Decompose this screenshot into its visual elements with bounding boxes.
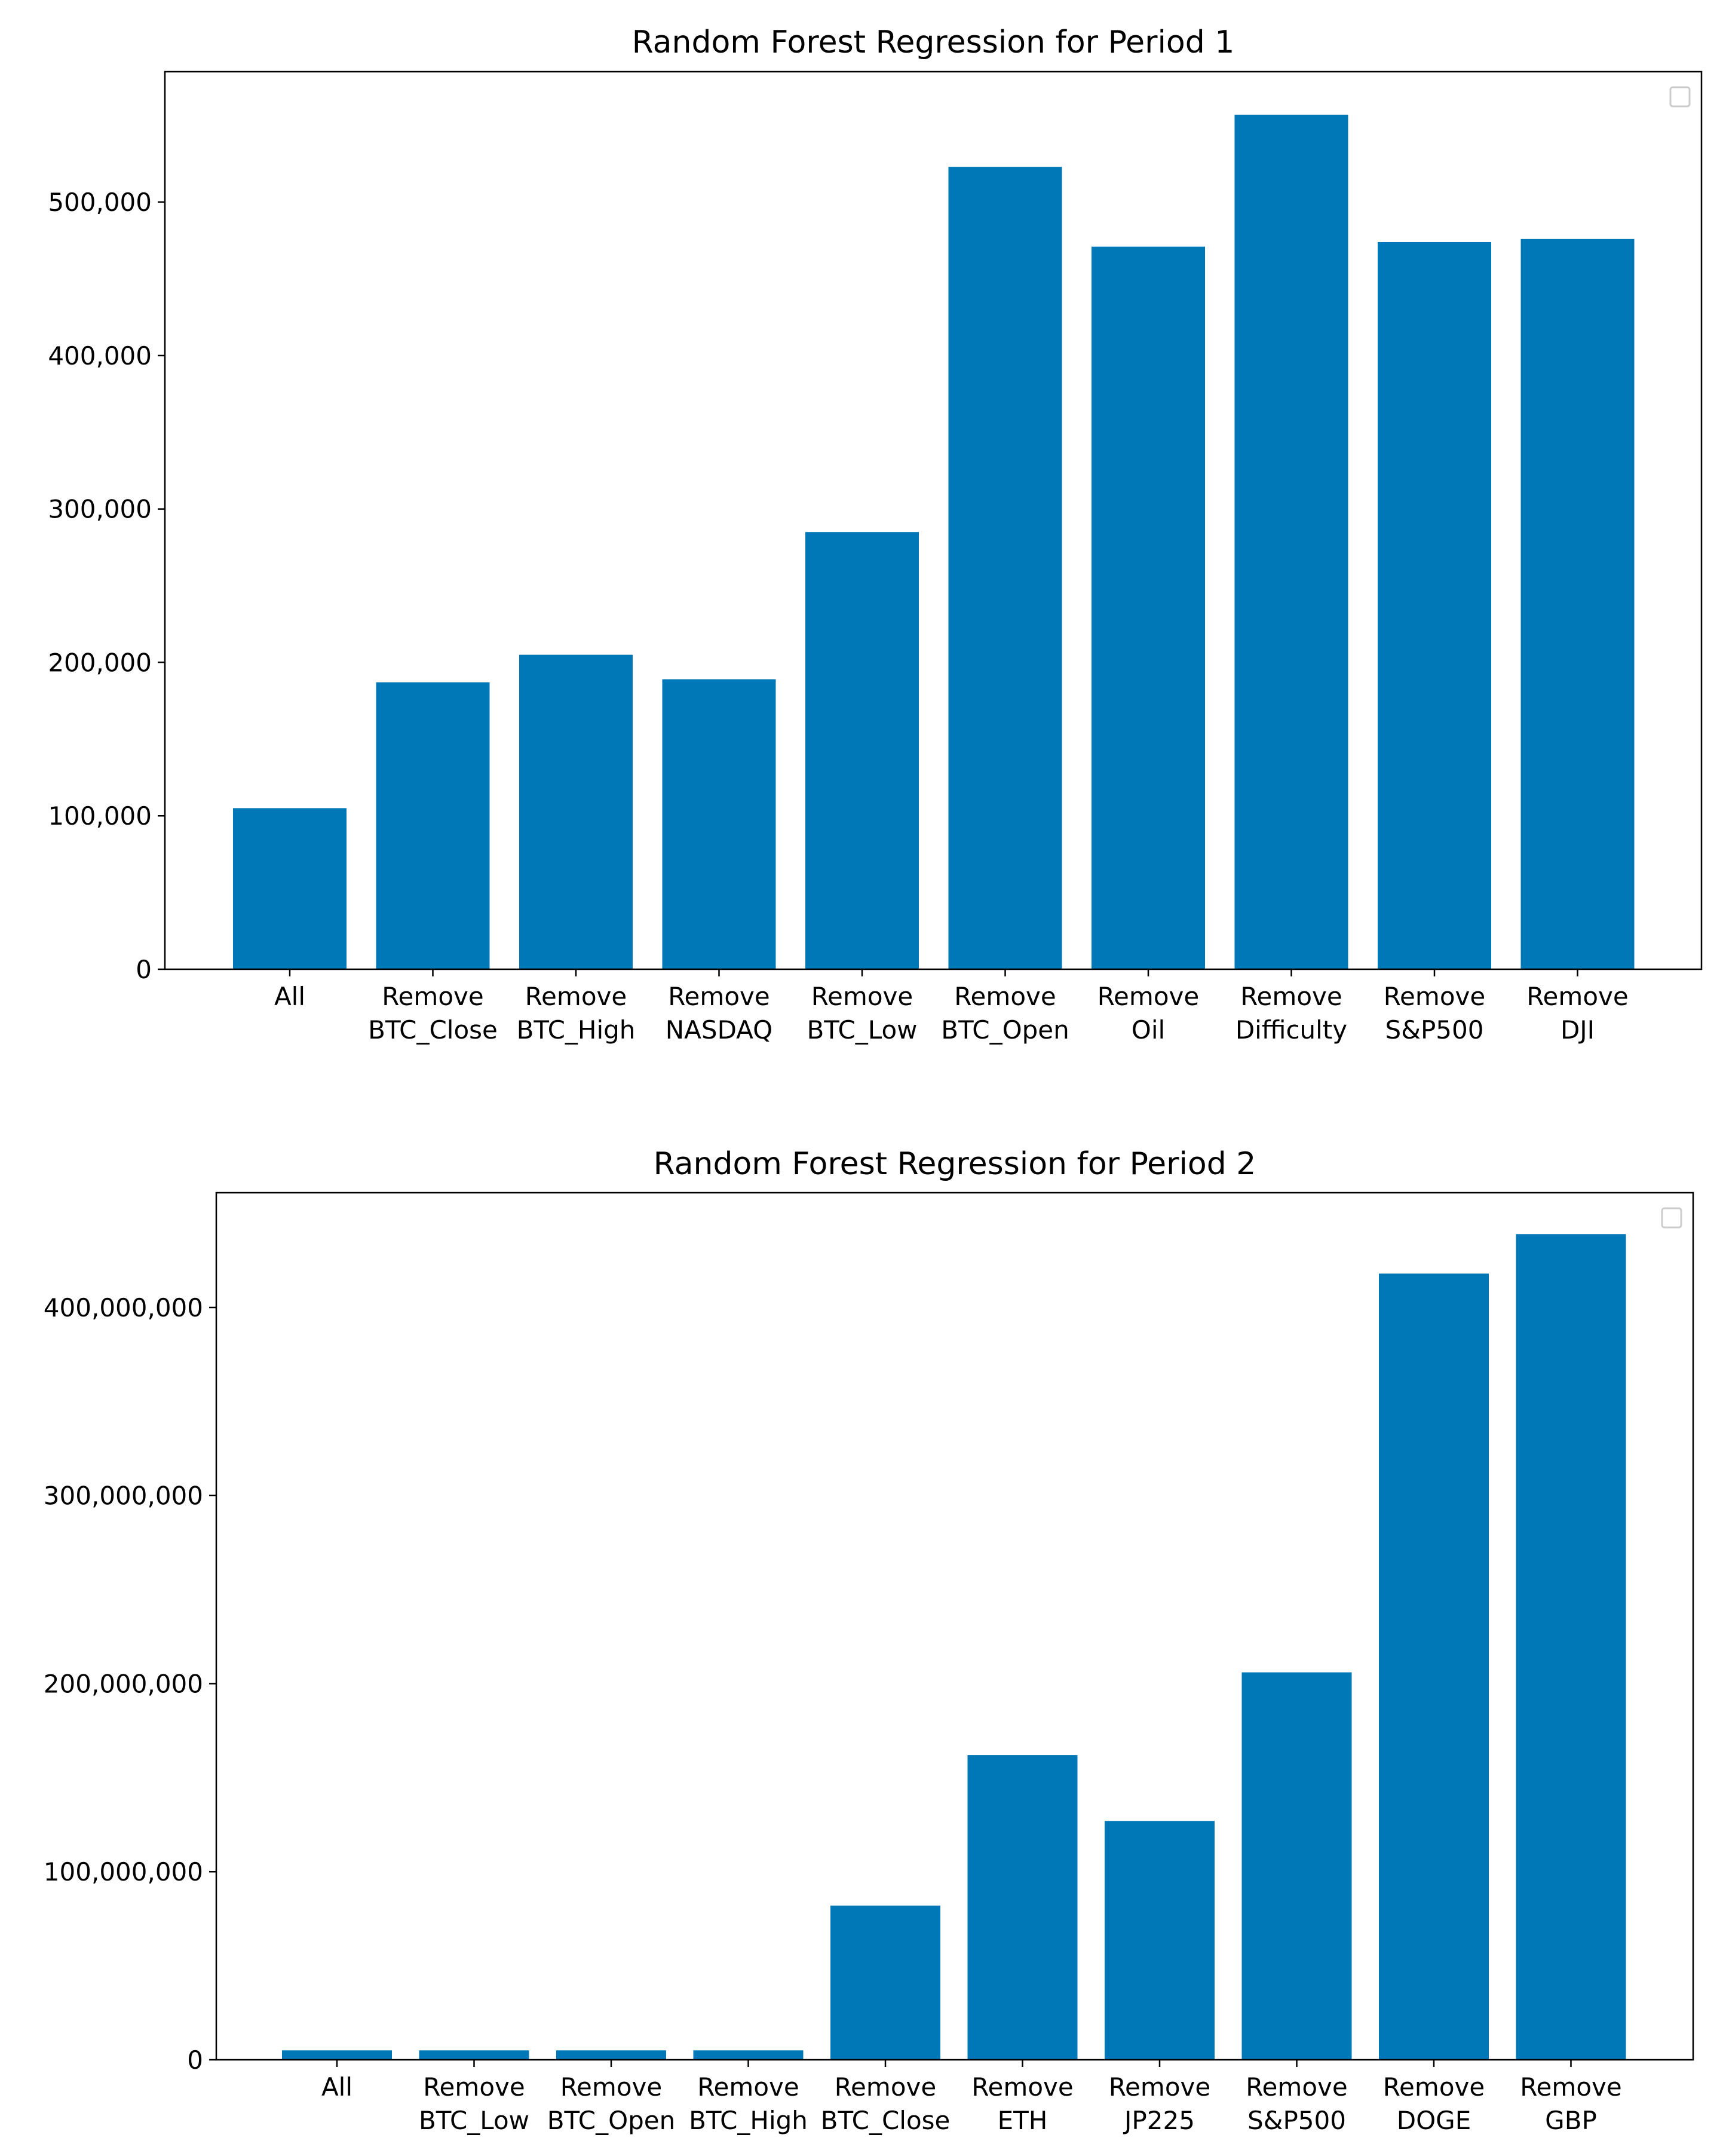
x-tick-label: Remove BTC_Low bbox=[419, 2072, 529, 2135]
x-tick-label: Remove DOGE bbox=[1383, 2072, 1485, 2135]
y-tick-label: 400,000 bbox=[48, 341, 152, 370]
y-tick-label: 300,000 bbox=[48, 495, 152, 524]
axes-frame bbox=[215, 1192, 1694, 2061]
bar bbox=[1234, 114, 1348, 969]
x-tick-label: All bbox=[321, 2072, 352, 2102]
bar bbox=[1516, 1234, 1626, 2060]
bar bbox=[282, 2050, 392, 2060]
y-tick-label: 0 bbox=[187, 2045, 203, 2075]
x-tick-label: Remove S&P500 bbox=[1384, 982, 1485, 1045]
y-tick-label: 500,000 bbox=[48, 188, 152, 217]
y-tick-label: 100,000 bbox=[48, 801, 152, 831]
bar bbox=[830, 1905, 940, 2060]
x-tick-label: Remove BTC_Open bbox=[547, 2072, 676, 2135]
x-tick-label: Remove S&P500 bbox=[1246, 2072, 1347, 2135]
chart-title: Random Forest Regression for Period 1 bbox=[632, 24, 1235, 60]
bar bbox=[376, 682, 490, 969]
bar bbox=[519, 654, 633, 969]
x-tick-label: Remove ETH bbox=[971, 2072, 1073, 2135]
chart-2: Random Forest Regression for Period 2 All… bbox=[44, 1146, 1694, 2135]
x-tick-label: Remove NASDAQ bbox=[666, 982, 772, 1045]
bar bbox=[556, 2050, 666, 2060]
bar bbox=[805, 532, 919, 969]
x-tick-label: Remove GBP bbox=[1520, 2072, 1621, 2135]
bar bbox=[233, 808, 347, 969]
bar bbox=[1378, 241, 1491, 969]
x-tick-label: Remove BTC_Low bbox=[807, 982, 917, 1045]
x-tick-label: Remove DJI bbox=[1526, 982, 1628, 1045]
chart-title: Random Forest Regression for Period 2 bbox=[654, 1146, 1256, 1182]
bar bbox=[1379, 1273, 1489, 2060]
y-tick-label: 300,000,000 bbox=[44, 1481, 203, 1511]
bar bbox=[693, 2050, 804, 2060]
x-tick-label: Remove JP225 bbox=[1109, 2072, 1210, 2135]
y-tick-label: 200,000,000 bbox=[44, 1669, 203, 1698]
y-tick-label: 100,000,000 bbox=[44, 1857, 203, 1886]
chart-1: Random Forest Regression for Period 1 All… bbox=[48, 24, 1703, 1045]
bar bbox=[1092, 246, 1205, 969]
x-tick-label: Remove BTC_Close bbox=[368, 982, 498, 1045]
axes-frame bbox=[164, 71, 1703, 970]
x-tick-label: Remove Oil bbox=[1097, 982, 1199, 1045]
x-tick-label: Remove BTC_Close bbox=[821, 2072, 951, 2135]
x-tick-label: Remove BTC_High bbox=[689, 2072, 808, 2135]
x-tick-label: Remove BTC_High bbox=[517, 982, 636, 1045]
x-tick-label: All bbox=[274, 982, 305, 1011]
bar bbox=[419, 2050, 529, 2060]
bar bbox=[1241, 1672, 1352, 2060]
legend-box bbox=[1669, 86, 1691, 108]
bar bbox=[1520, 238, 1635, 969]
bar bbox=[948, 167, 1062, 970]
y-tick-label: 400,000,000 bbox=[44, 1293, 203, 1322]
bar bbox=[1105, 1821, 1215, 2060]
bar bbox=[967, 1755, 1078, 2060]
bar bbox=[662, 679, 776, 969]
y-tick-label: 0 bbox=[136, 955, 152, 984]
x-tick-label: Remove BTC_Open bbox=[941, 982, 1069, 1045]
x-tick-label: Remove Difficulty bbox=[1235, 982, 1347, 1045]
legend-box bbox=[1661, 1207, 1682, 1229]
y-tick-label: 200,000 bbox=[48, 648, 152, 677]
